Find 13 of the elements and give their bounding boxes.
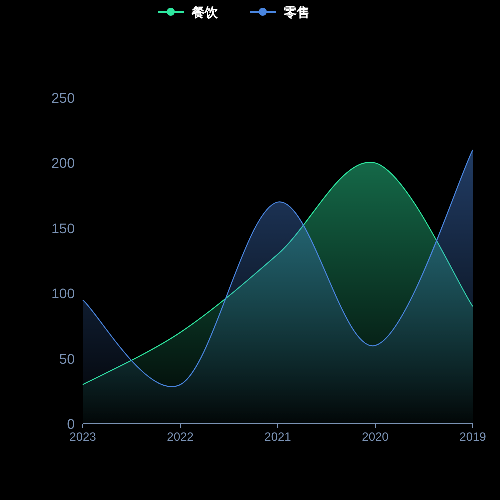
legend-label: 零售 — [283, 5, 310, 20]
x-tick-label: 2022 — [167, 430, 194, 444]
y-tick-label: 200 — [52, 155, 76, 172]
x-tick-label: 2021 — [264, 430, 292, 444]
x-tick-label: 2019 — [460, 430, 487, 444]
y-tick-label: 250 — [52, 90, 76, 106]
y-tick-label: 0 — [67, 416, 76, 432]
x-tick-label: 2020 — [362, 430, 390, 444]
y-tick-label: 150 — [52, 220, 76, 236]
x-tick-label: 2023 — [70, 430, 97, 444]
y-tick-label: 100 — [52, 286, 76, 302]
legend-label: 餐饮 — [191, 5, 219, 20]
y-tick-label: 50 — [59, 350, 76, 367]
